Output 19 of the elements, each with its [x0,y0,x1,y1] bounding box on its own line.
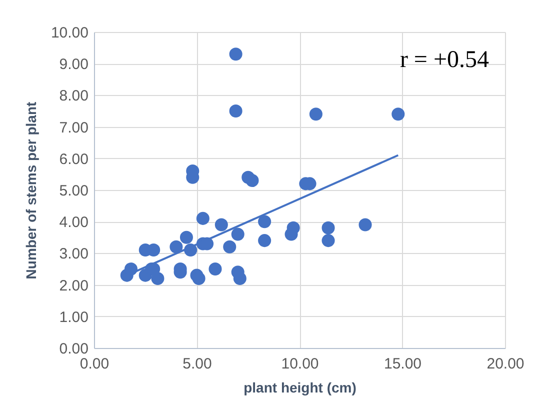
y-tick-label: 10.00 [50,24,88,42]
y-tick-label: 4.00 [59,214,88,232]
y-tick-label: 2.00 [59,277,88,294]
x-tick-label: 10.00 [281,356,319,372]
x-tick-label: 20.00 [486,356,524,372]
y-tick-label: 5.00 [59,182,88,200]
x-tick-label: 15.00 [384,356,422,372]
annotation: r = +0.54 [400,47,489,73]
x-tick-label: 5.00 [182,356,212,372]
y-tick-label: 7.00 [59,119,88,136]
y-tick-label: 8.00 [59,88,88,105]
x-axis-title: plant height (cm) [244,380,356,396]
y-axis-title: Number of stems per plant [22,101,39,280]
y-tick-label: 1.00 [59,308,88,326]
y-tick-label: 3.00 [59,246,88,263]
y-tick-label: 6.00 [59,150,88,168]
y-tick-label: 0.00 [59,340,88,358]
y-tick-label: 9.00 [59,56,88,74]
x-tick-label: 0.00 [80,356,110,372]
